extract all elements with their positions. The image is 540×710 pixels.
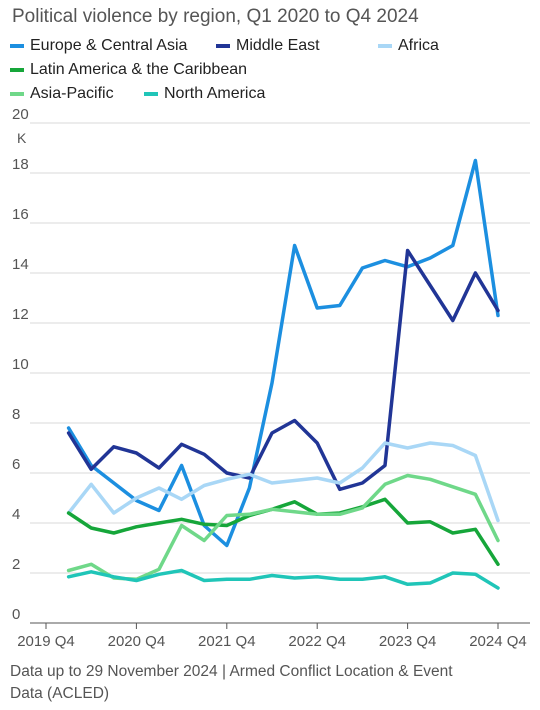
series-line-latin-america-the-caribbean: [66, 497, 500, 567]
y-tick-label: 8: [12, 406, 20, 423]
legend-label: Middle East: [236, 37, 320, 54]
y-tick-label: 12: [12, 306, 29, 323]
legend-item-africa: Africa: [378, 37, 439, 55]
x-tick-label: 2023 Q4: [379, 633, 437, 650]
chart-title: Political violence by region, Q1 2020 to…: [12, 6, 419, 27]
legend-item-north-america: North America: [144, 85, 265, 103]
legend-swatch: [10, 44, 24, 48]
legend-item-middle-east: Middle East: [216, 37, 378, 55]
legend-label: Europe & Central Asia: [30, 37, 188, 54]
series-line-europe-central-asia: [66, 158, 500, 548]
legend-swatch: [216, 44, 230, 48]
legend-label: North America: [164, 85, 266, 102]
series-line-middle-east: [66, 248, 500, 492]
y-tick-label: 0: [12, 606, 20, 623]
y-tick-label: 2: [12, 556, 20, 573]
y-unit-label: K: [17, 130, 27, 146]
y-tick-label: 16: [12, 206, 29, 223]
source-line-2: Data (ACLED): [10, 685, 110, 702]
legend-label: Asia-Pacific: [30, 85, 114, 102]
y-tick-label: 20: [12, 106, 29, 123]
chart-legend: Europe & Central Asia Middle East Africa…: [10, 34, 535, 106]
legend-row-2: Latin America & the Caribbean: [10, 58, 535, 82]
x-tick-label: 2020 Q4: [108, 633, 166, 650]
x-tick-label: 2024 Q4: [469, 633, 527, 650]
legend-item-asia-pacific: Asia-Pacific: [10, 85, 144, 103]
x-tick-label: 2019 Q4: [17, 633, 75, 650]
legend-swatch: [144, 92, 158, 96]
legend-item-europe-central-asia: Europe & Central Asia: [10, 37, 216, 55]
legend-row-3: Asia-Pacific North America: [10, 82, 535, 106]
source-note: Data up to 29 November 2024 | Armed Conf…: [10, 661, 530, 705]
legend-swatch: [10, 68, 24, 72]
x-tick-label: 2022 Q4: [288, 633, 346, 650]
line-chart: 0 2 4 6 8 10 12 14 16 18 20 K 2019 Q4 2020 Q4 2021 Q4 2…: [12, 106, 530, 650]
legend-label: Latin America & the Caribbean: [30, 61, 248, 78]
y-tick-label: 6: [12, 456, 20, 473]
series-line-africa: [66, 441, 500, 523]
legend-row-1: Europe & Central Asia Middle East Africa: [10, 34, 535, 58]
y-tick-label: 18: [12, 156, 29, 173]
legend-swatch: [378, 44, 392, 48]
x-tick-label: 2021 Q4: [198, 633, 256, 650]
legend-label: Africa: [398, 37, 439, 54]
y-tick-label: 10: [12, 356, 29, 373]
source-line-1: Data up to 29 November 2024 | Armed Conf…: [10, 663, 453, 680]
series-line-asia-pacific: [66, 473, 500, 582]
y-tick-label: 14: [12, 256, 29, 273]
series-line-north-america: [66, 568, 500, 590]
legend-item-latin-america: Latin America & the Caribbean: [10, 61, 247, 79]
legend-swatch: [10, 92, 24, 96]
y-tick-label: 4: [12, 506, 20, 523]
